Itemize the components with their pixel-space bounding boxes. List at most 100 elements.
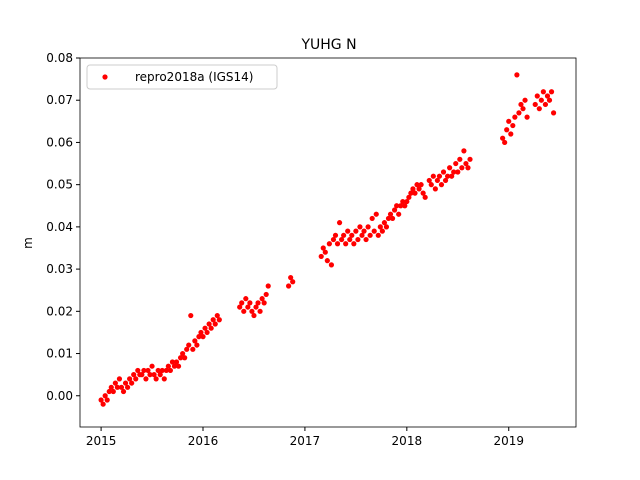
y-tick-label: 0.02 bbox=[46, 304, 73, 318]
y-tick-label: 0.03 bbox=[46, 262, 73, 276]
point bbox=[214, 312, 220, 319]
point bbox=[347, 236, 353, 243]
point bbox=[216, 317, 222, 323]
point bbox=[339, 236, 345, 243]
point bbox=[318, 253, 324, 260]
point bbox=[330, 236, 337, 243]
point bbox=[184, 346, 190, 352]
point bbox=[459, 165, 465, 171]
point bbox=[343, 241, 349, 247]
point bbox=[379, 228, 385, 234]
x-tick-label: 2015 bbox=[86, 434, 117, 448]
point bbox=[257, 308, 263, 314]
point bbox=[98, 397, 104, 403]
y-tick-label: 0.06 bbox=[46, 135, 73, 149]
point bbox=[518, 101, 524, 108]
point bbox=[387, 211, 394, 217]
point bbox=[546, 97, 553, 103]
point bbox=[208, 325, 214, 331]
point bbox=[522, 97, 528, 103]
point bbox=[367, 232, 373, 238]
point bbox=[438, 182, 445, 188]
point bbox=[141, 367, 147, 374]
point bbox=[194, 342, 200, 348]
point bbox=[159, 367, 165, 374]
point bbox=[544, 93, 551, 99]
point bbox=[536, 106, 542, 112]
point bbox=[210, 317, 216, 323]
point bbox=[288, 274, 294, 281]
point bbox=[192, 338, 198, 344]
point bbox=[500, 135, 506, 141]
point bbox=[108, 384, 114, 390]
point bbox=[116, 376, 123, 382]
y-tick-label: 0.01 bbox=[46, 347, 73, 361]
point bbox=[410, 186, 416, 192]
point bbox=[261, 300, 267, 306]
point bbox=[440, 169, 447, 175]
point bbox=[163, 367, 169, 374]
point bbox=[418, 182, 424, 188]
y-tick-label: 0.04 bbox=[46, 220, 73, 234]
point bbox=[328, 262, 335, 268]
point bbox=[133, 376, 139, 382]
point bbox=[241, 308, 247, 314]
point bbox=[402, 203, 408, 209]
x-tick-label: 2019 bbox=[493, 434, 524, 448]
point bbox=[508, 131, 514, 137]
point bbox=[202, 325, 208, 331]
point bbox=[334, 241, 341, 247]
point bbox=[355, 236, 361, 243]
point bbox=[455, 169, 461, 175]
point bbox=[212, 321, 218, 327]
point bbox=[506, 118, 512, 124]
point bbox=[290, 279, 296, 285]
y-tick-label: 0.05 bbox=[46, 178, 73, 192]
legend-box bbox=[86, 64, 278, 90]
point bbox=[351, 241, 357, 247]
point bbox=[239, 300, 245, 306]
x-tick-label: 2016 bbox=[188, 434, 219, 448]
point bbox=[124, 384, 131, 390]
point bbox=[104, 397, 110, 403]
point bbox=[188, 312, 194, 319]
point bbox=[432, 186, 438, 192]
point bbox=[422, 194, 428, 200]
point bbox=[151, 372, 157, 378]
point bbox=[447, 165, 453, 171]
point bbox=[118, 384, 125, 390]
point bbox=[153, 376, 159, 382]
point bbox=[369, 215, 375, 222]
x-tick-label: 2018 bbox=[392, 434, 423, 448]
point bbox=[353, 228, 359, 234]
point bbox=[180, 350, 186, 357]
point bbox=[341, 232, 347, 238]
point bbox=[400, 198, 406, 205]
point bbox=[426, 177, 432, 184]
point bbox=[147, 372, 153, 378]
point bbox=[336, 220, 343, 226]
point bbox=[129, 380, 135, 386]
point bbox=[120, 388, 127, 395]
point bbox=[512, 114, 518, 120]
point bbox=[377, 224, 383, 230]
point bbox=[131, 372, 137, 378]
point bbox=[173, 359, 180, 365]
point bbox=[265, 283, 271, 289]
point bbox=[538, 97, 544, 103]
point bbox=[175, 363, 182, 369]
point bbox=[463, 160, 469, 167]
point bbox=[416, 186, 422, 192]
point bbox=[110, 388, 116, 395]
point bbox=[457, 156, 463, 162]
point bbox=[383, 224, 390, 230]
point bbox=[190, 346, 196, 352]
legend-marker bbox=[102, 74, 108, 80]
point bbox=[451, 169, 457, 175]
point bbox=[143, 376, 149, 382]
point bbox=[145, 367, 151, 374]
point bbox=[127, 376, 133, 382]
point bbox=[453, 160, 459, 167]
y-tick-label: 0.08 bbox=[46, 51, 73, 65]
